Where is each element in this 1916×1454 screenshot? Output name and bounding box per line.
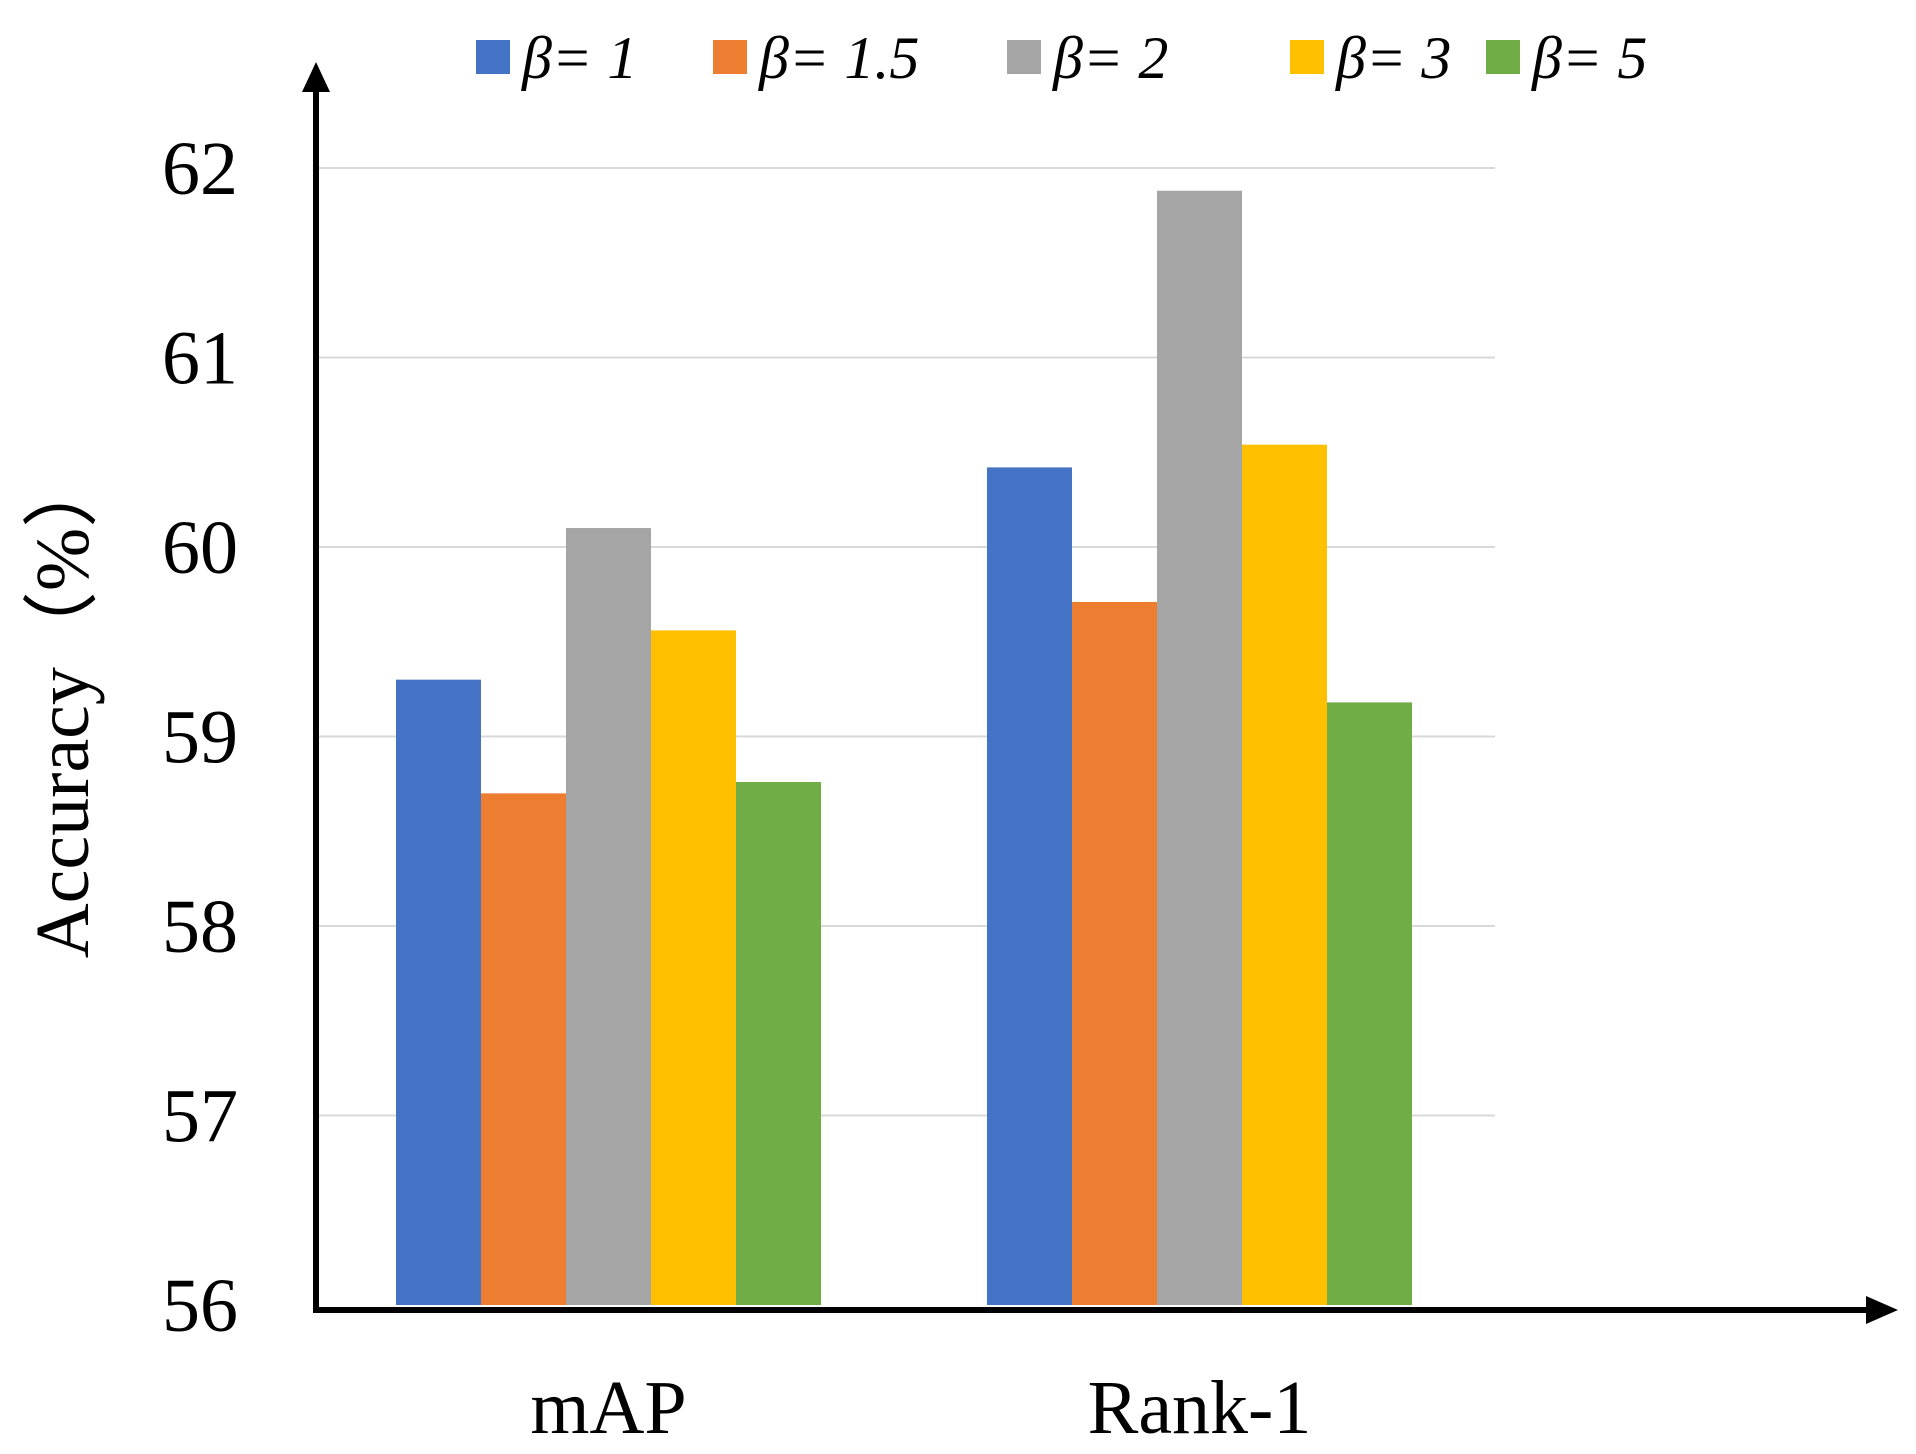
legend-label: β= 1 bbox=[521, 25, 637, 91]
y-tick-labels: 56 57 58 59 60 61 62 bbox=[162, 127, 238, 1348]
bar bbox=[1157, 190, 1242, 1306]
y-tick-label: 61 bbox=[162, 317, 238, 401]
y-tick-label: 56 bbox=[162, 1264, 238, 1348]
legend-swatch bbox=[1486, 40, 1520, 74]
bar bbox=[1072, 601, 1157, 1305]
legend-swatch bbox=[1007, 40, 1041, 74]
bar bbox=[396, 679, 481, 1305]
legend-swatch bbox=[713, 40, 747, 74]
y-tick-label: 62 bbox=[162, 127, 238, 211]
y-tick-label: 57 bbox=[162, 1075, 238, 1159]
x-category-labels: mAP Rank-1 bbox=[530, 1366, 1311, 1450]
bar bbox=[481, 793, 566, 1305]
bar bbox=[1327, 702, 1412, 1305]
legend: β= 1 β= 1.5 β= 2 β= 3 β= 5 bbox=[476, 25, 1647, 91]
bar bbox=[987, 467, 1072, 1305]
y-axis-arrowhead bbox=[302, 62, 330, 92]
y-tick-label: 60 bbox=[162, 506, 238, 590]
legend-label: β= 3 bbox=[1335, 25, 1451, 91]
x-axis-arrowhead bbox=[1866, 1296, 1898, 1324]
legend-swatch bbox=[476, 40, 510, 74]
legend-label: β= 5 bbox=[1531, 25, 1647, 91]
y-tick-label: 58 bbox=[162, 885, 238, 969]
x-category-label: mAP bbox=[530, 1366, 686, 1450]
bar bbox=[651, 630, 736, 1305]
y-tick-label: 59 bbox=[162, 696, 238, 780]
bars bbox=[396, 190, 1412, 1306]
bar bbox=[736, 781, 821, 1305]
axes bbox=[302, 62, 1898, 1324]
legend-label: β= 2 bbox=[1052, 25, 1168, 91]
legend-swatch bbox=[1290, 40, 1324, 74]
bar bbox=[566, 528, 651, 1305]
bar bbox=[1242, 444, 1327, 1305]
x-category-label: Rank-1 bbox=[1088, 1366, 1312, 1450]
y-axis-title: Accuracy（%） bbox=[21, 452, 105, 958]
legend-label: β= 1.5 bbox=[758, 25, 919, 91]
